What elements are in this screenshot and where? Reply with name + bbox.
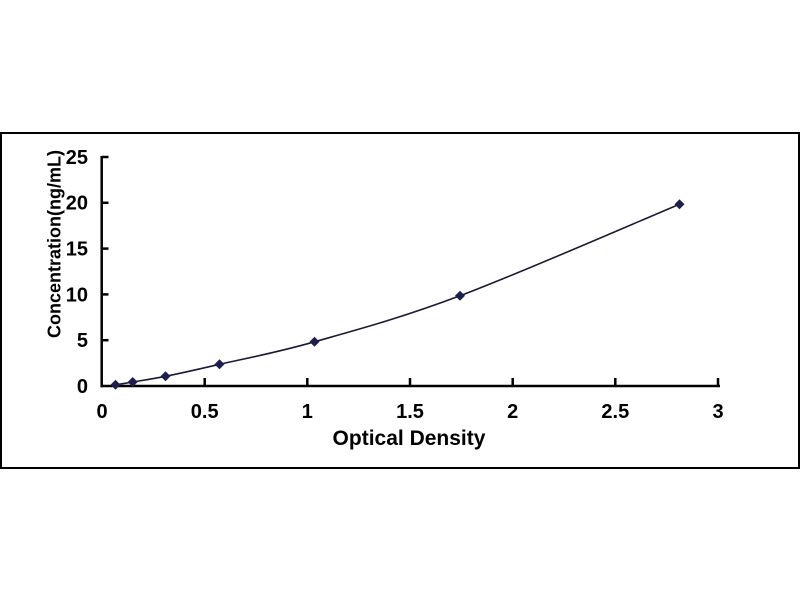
svg-text:0: 0 <box>77 376 88 398</box>
svg-text:10: 10 <box>66 284 88 306</box>
svg-text:15: 15 <box>66 239 88 261</box>
svg-text:1: 1 <box>302 401 313 423</box>
svg-text:5: 5 <box>77 330 88 352</box>
svg-text:3: 3 <box>712 401 723 423</box>
svg-text:1.5: 1.5 <box>396 401 424 423</box>
svg-text:Optical Density: Optical Density <box>333 427 486 450</box>
svg-text:2: 2 <box>507 401 518 423</box>
svg-text:2.5: 2.5 <box>601 401 629 423</box>
svg-text:0.5: 0.5 <box>191 401 219 423</box>
svg-text:Concentration(ng/mL): Concentration(ng/mL) <box>45 150 65 338</box>
svg-text:25: 25 <box>66 147 88 169</box>
svg-text:0: 0 <box>96 401 107 423</box>
svg-text:20: 20 <box>66 193 88 215</box>
